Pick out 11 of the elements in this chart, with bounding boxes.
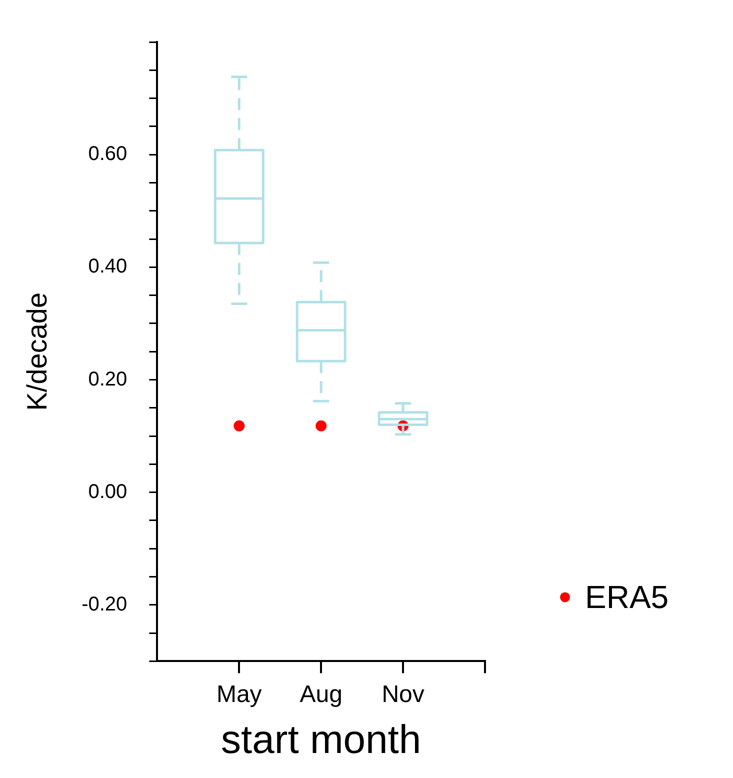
y-tick-label: 0.40 (88, 256, 128, 278)
x-axis-title: start month (221, 718, 422, 762)
y-axis-title: K/decade (22, 292, 53, 411)
x-tick-label: May (216, 681, 262, 708)
y-tick-label: 0.60 (88, 143, 128, 166)
x-tick-label: Aug (300, 681, 342, 708)
y-tick-label: 0.00 (88, 480, 128, 503)
legend-label: ERA5 (585, 579, 669, 616)
y-tick-label: 0.20 (88, 368, 128, 390)
x-tick-label: Nov (382, 681, 424, 708)
y-tick-label: -0.20 (82, 593, 128, 616)
